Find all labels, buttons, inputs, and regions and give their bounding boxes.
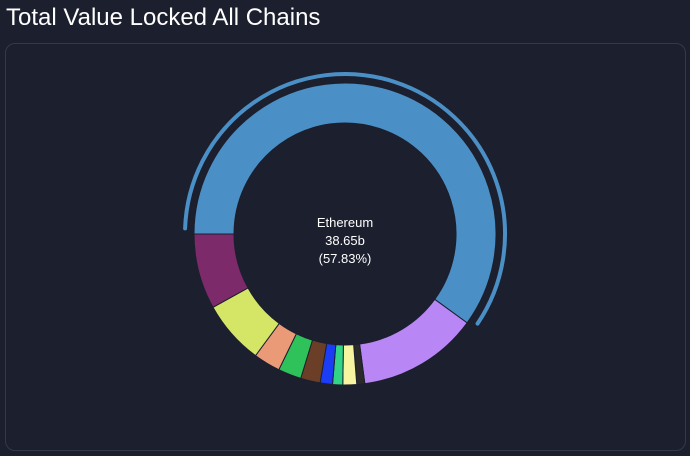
donut-slices: [193, 82, 497, 386]
center-label-value: 38.65b: [325, 233, 365, 248]
page-title: Total Value Locked All Chains: [6, 4, 321, 31]
center-label-percent: (57.83%): [318, 251, 372, 266]
donut-slice-ethereum[interactable]: [193, 82, 497, 324]
donut-slice-10[interactable]: [193, 233, 249, 309]
active-slice-outline: [183, 72, 507, 326]
center-label-name: Ethereum: [316, 215, 374, 230]
active-slice-arc: [183, 72, 507, 326]
donut-slice-1[interactable]: [359, 298, 468, 385]
